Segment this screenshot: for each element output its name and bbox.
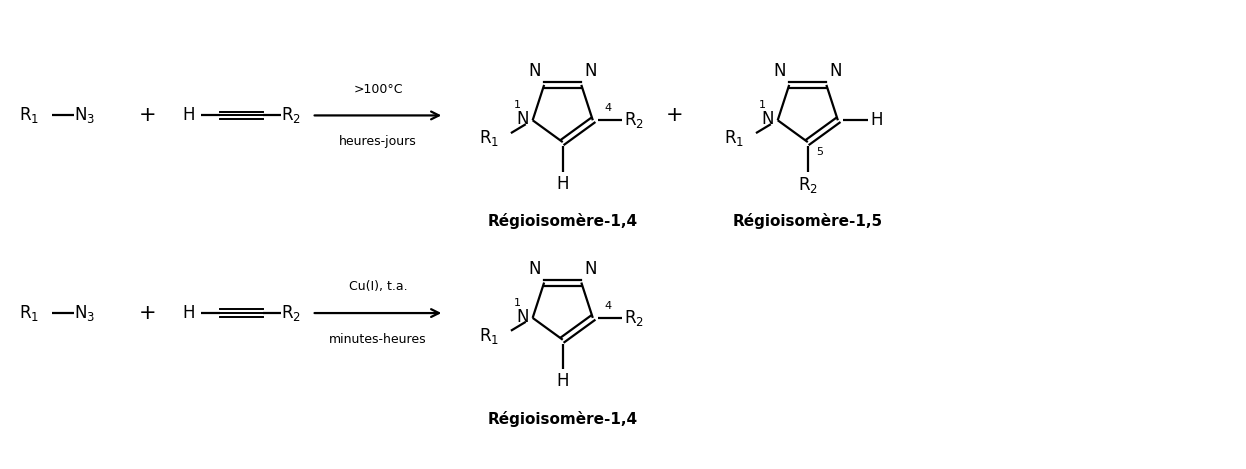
Text: R$_2$: R$_2$: [797, 175, 817, 195]
Text: +: +: [138, 106, 157, 125]
Text: N: N: [516, 308, 528, 326]
Text: R$_1$: R$_1$: [19, 106, 40, 125]
Text: Cu(I), t.a.: Cu(I), t.a.: [349, 280, 407, 293]
Text: N: N: [584, 62, 597, 80]
Text: Régioisomère-1,5: Régioisomère-1,5: [733, 213, 883, 229]
Text: R$_2$: R$_2$: [624, 308, 644, 328]
Text: 1: 1: [759, 100, 765, 110]
Text: N: N: [516, 110, 528, 128]
Text: N: N: [830, 62, 842, 80]
Text: 4: 4: [604, 103, 612, 113]
Text: 1: 1: [513, 298, 521, 308]
Text: R$_2$: R$_2$: [624, 110, 644, 130]
Text: R$_1$: R$_1$: [478, 325, 500, 346]
Text: >100°C: >100°C: [353, 83, 402, 96]
Text: Régioisomère-1,4: Régioisomère-1,4: [487, 411, 638, 427]
Text: Régioisomère-1,4: Régioisomère-1,4: [487, 213, 638, 229]
Text: R$_1$: R$_1$: [19, 303, 40, 323]
Text: N: N: [528, 62, 541, 80]
Text: N: N: [761, 110, 774, 128]
Text: N: N: [528, 260, 541, 278]
Text: R$_2$: R$_2$: [282, 106, 302, 125]
Text: N$_3$: N$_3$: [74, 303, 95, 323]
Text: H: H: [182, 304, 194, 322]
Text: minutes-heures: minutes-heures: [329, 333, 426, 346]
Text: R$_2$: R$_2$: [282, 303, 302, 323]
Text: H: H: [557, 372, 569, 390]
Text: N: N: [774, 62, 786, 80]
Text: H: H: [557, 175, 569, 193]
Text: H: H: [871, 111, 883, 129]
Text: N$_3$: N$_3$: [74, 106, 95, 125]
Text: R$_1$: R$_1$: [478, 128, 500, 148]
Text: 5: 5: [816, 147, 824, 157]
Text: N: N: [584, 260, 597, 278]
Text: R$_1$: R$_1$: [724, 128, 744, 148]
Text: H: H: [182, 106, 194, 124]
Text: 1: 1: [513, 100, 521, 110]
Text: +: +: [665, 106, 683, 125]
Text: 4: 4: [604, 301, 612, 311]
Text: heures-jours: heures-jours: [339, 135, 417, 148]
Text: +: +: [138, 303, 157, 323]
